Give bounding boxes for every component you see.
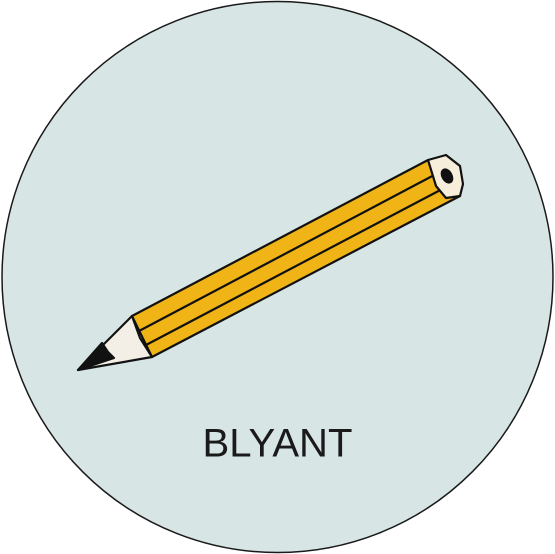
page: BLYANT (() => { const data = JSON.parse(… (0, 0, 555, 554)
label: BLYANT (203, 422, 353, 466)
card: BLYANT (0, 0, 555, 554)
